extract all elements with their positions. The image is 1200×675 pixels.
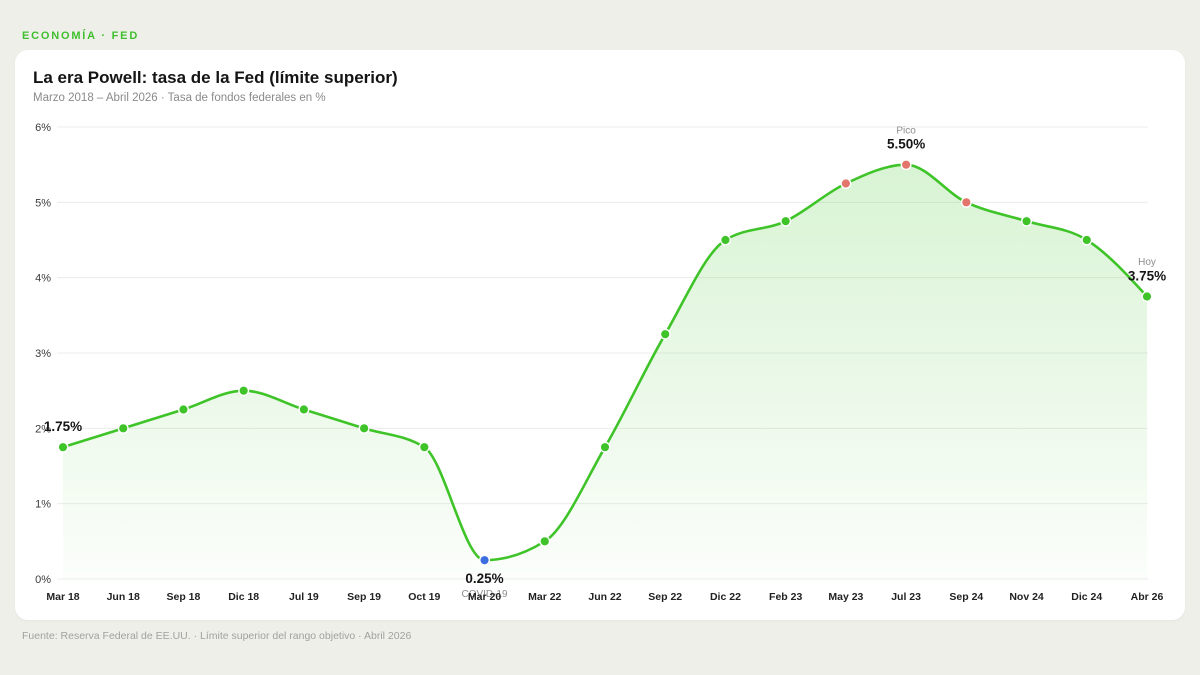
y-tick-label: 4%: [35, 273, 51, 285]
data-point-sep-22: [659, 328, 671, 340]
y-tick-label: 2%: [35, 423, 51, 435]
x-tick-label: Dic 24: [1071, 591, 1102, 603]
x-tick-label: Nov 24: [1009, 591, 1044, 603]
x-tick-label: Dic 22: [710, 591, 741, 603]
x-tick-label: Sep 18: [167, 591, 201, 603]
data-points: [57, 159, 1153, 566]
data-point-sep-24: [960, 196, 972, 208]
data-point-sep-18: [177, 404, 189, 416]
x-tick-label: Jul 19: [289, 591, 319, 603]
data-point-may-23: [840, 177, 852, 189]
x-tick-label: May 23: [828, 591, 863, 603]
data-point-mar-20: [479, 554, 491, 566]
data-point-mar-18: [57, 441, 69, 453]
annotation-note: COVID-19: [461, 589, 508, 600]
data-label: 3.75%: [1128, 268, 1166, 283]
data-label: 5.50%: [887, 136, 925, 151]
data-point-dic-24: [1081, 234, 1093, 246]
y-tick-label: 5%: [35, 197, 51, 209]
y-tick-label: 1%: [35, 499, 51, 511]
x-tick-label: Jun 22: [588, 591, 621, 603]
chart-title: La era Powell: tasa de la Fed (límite su…: [33, 68, 398, 87]
x-tick-label: Jul 23: [891, 591, 921, 603]
x-tick-label: Feb 23: [769, 591, 802, 603]
x-tick-label: Sep 22: [648, 591, 682, 603]
series-area: [63, 164, 1147, 579]
chart-subtitle: Marzo 2018 – Abril 2026 · Tasa de fondos…: [33, 92, 326, 104]
y-tick-label: 3%: [35, 348, 51, 360]
data-point-jun-22: [599, 441, 611, 453]
data-point-jul-23: [900, 159, 912, 171]
data-point-jul-19: [298, 404, 310, 416]
data-point-dic-22: [719, 234, 731, 246]
y-tick-label: 0%: [35, 574, 51, 586]
x-tick-label: Mar 20: [468, 591, 501, 603]
x-tick-label: Mar 18: [46, 591, 79, 603]
series: [61, 163, 1149, 579]
source-footer: Fuente: Reserva Federal de EE.UU. · Lími…: [22, 630, 412, 642]
x-tick-label: Oct 19: [408, 591, 440, 603]
section-kicker: ECONOMÍA · FED: [22, 30, 140, 42]
data-point-mar-22: [539, 535, 551, 547]
annotation-note: Hoy: [1138, 257, 1156, 268]
data-label: 0.25%: [465, 571, 503, 586]
y-tick-label: 6%: [35, 122, 51, 134]
x-axis: Mar 18 Jun 18 Sep 18 Dic 18 Jul 19 Sep 19 Oct …: [46, 591, 1163, 603]
x-tick-label: Abr 26: [1131, 591, 1164, 603]
x-tick-label: Jun 18: [107, 591, 140, 603]
data-point-sep-19: [358, 422, 370, 434]
data-point-feb-23: [780, 215, 792, 227]
data-point-dic-18: [238, 385, 250, 397]
x-tick-label: Mar 22: [528, 591, 561, 603]
x-tick-label: Dic 18: [228, 591, 259, 603]
data-point-abr-26: [1141, 291, 1153, 303]
data-point-nov-24: [1021, 215, 1033, 227]
x-tick-label: Sep 24: [949, 591, 983, 603]
data-point-oct-19: [418, 441, 430, 453]
annotation-note: Pico: [896, 125, 916, 136]
x-tick-label: Sep 19: [347, 591, 381, 603]
data-point-jun-18: [117, 422, 129, 434]
data-label: 1.75%: [44, 419, 82, 434]
y-axis: 0% 1% 2% 3% 4% 5% 6%: [35, 122, 51, 586]
